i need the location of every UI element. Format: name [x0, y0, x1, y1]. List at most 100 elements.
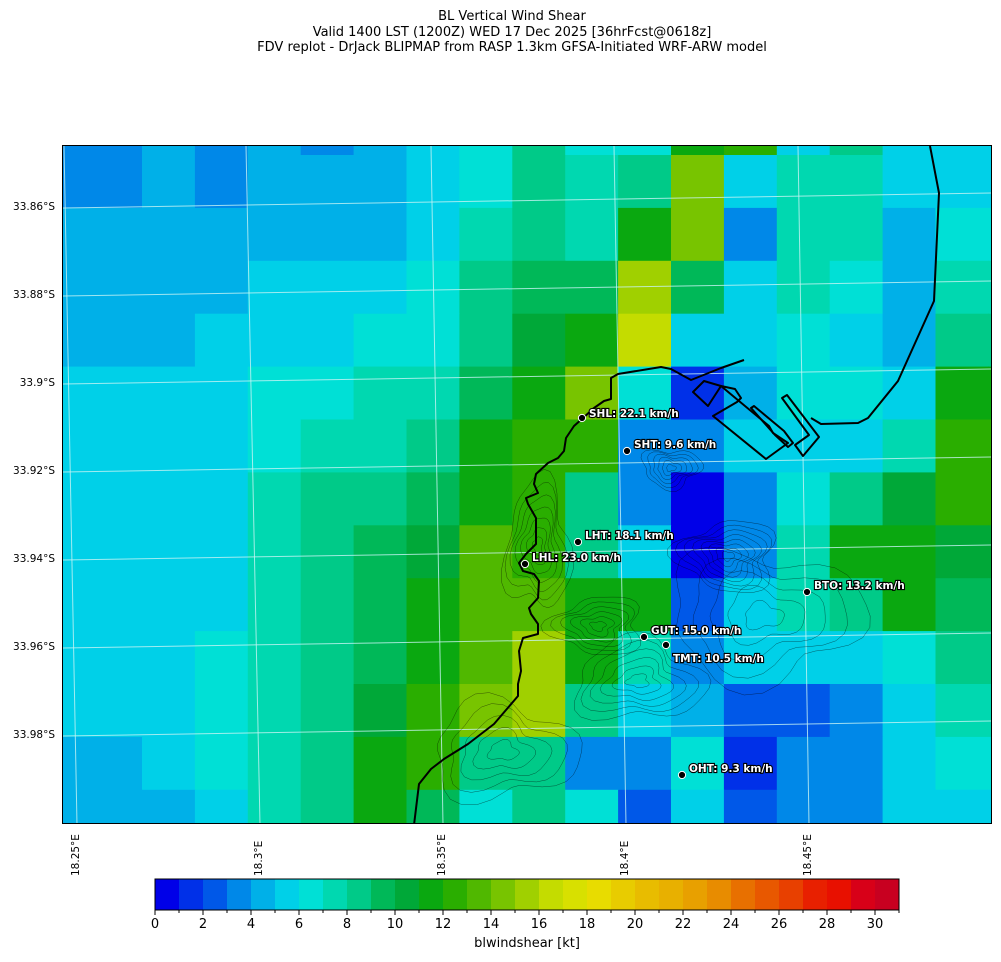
station-marker[interactable]: SHT: 9.6 km/h — [622, 438, 717, 456]
colorbar-tick-label: 6 — [294, 917, 304, 932]
field-cell — [194, 260, 249, 315]
terrain-contour — [715, 547, 742, 568]
colorbar-segment — [395, 879, 420, 910]
field-cell — [63, 525, 90, 579]
field-cell — [194, 207, 249, 262]
colorbar-segment — [251, 879, 276, 910]
station-marker[interactable]: LHT: 18.1 km/h — [573, 529, 675, 547]
station-label: LHT: 18.1 km/h — [585, 530, 674, 542]
station-marker[interactable]: OHT: 9.3 km/h — [677, 762, 774, 780]
terrain-contour — [675, 546, 871, 696]
lat-tick-label: 33.96°S — [13, 641, 55, 653]
west-coastline — [413, 359, 745, 823]
colorbar-tick-label: 18 — [578, 917, 596, 932]
colorbar-segment — [563, 879, 588, 910]
station-dot — [677, 770, 687, 780]
field-cell — [618, 419, 672, 473]
field-cell — [829, 684, 884, 738]
field-cell — [353, 146, 408, 156]
field-cell — [300, 146, 355, 156]
field-cell — [671, 155, 725, 209]
field-cell — [988, 789, 991, 823]
field-cell — [89, 260, 143, 315]
field-cell — [829, 525, 884, 579]
field-cell — [935, 207, 989, 262]
field-cell — [353, 419, 408, 473]
field-cell — [935, 684, 989, 738]
field-cell — [618, 525, 672, 579]
terrain-contour — [579, 616, 615, 638]
field-cell — [618, 207, 672, 262]
field-cell — [988, 366, 991, 421]
station-marker[interactable]: BTO: 13.2 km/h — [802, 579, 906, 597]
station-markers: SHL: 22.1 km/h SHT: 9.6 km/h LHT: 18.1 km/… — [520, 407, 906, 780]
field-cell — [194, 155, 249, 209]
field-cell — [723, 366, 778, 421]
field-cell — [406, 525, 460, 579]
lon-tick-label: 18.45°E — [802, 834, 814, 876]
field-cell — [194, 313, 249, 368]
field-cell — [776, 789, 831, 823]
field-cell — [194, 419, 249, 473]
field-cell — [935, 366, 989, 421]
lon-tick-label: 18.35°E — [436, 834, 448, 876]
terrain-contour — [526, 527, 548, 565]
colorbar-segment — [323, 879, 348, 910]
station-marker[interactable]: LHL: 23.0 km/h — [520, 551, 622, 569]
terrain-contour — [550, 601, 635, 651]
field-cell — [459, 366, 513, 421]
field-cell — [935, 146, 989, 156]
field-cell — [988, 260, 991, 315]
station-marker[interactable]: SHL: 22.1 km/h — [577, 407, 680, 423]
terrain-contour — [450, 703, 568, 793]
station-dot — [639, 632, 649, 642]
field-cell — [988, 472, 991, 526]
field-cell — [671, 313, 725, 368]
field-cell — [406, 684, 460, 738]
field-cell — [565, 578, 619, 632]
station-dot — [573, 537, 583, 547]
field-cell — [776, 207, 831, 262]
field-cell — [671, 472, 725, 526]
colorbar-tick-label: 28 — [818, 917, 836, 932]
colorbar-segment — [803, 879, 828, 910]
station-marker[interactable]: GUT: 15.0 km/h — [639, 624, 742, 642]
field-cell — [194, 789, 249, 823]
terrain-contour — [745, 599, 785, 631]
field-cell — [565, 155, 619, 209]
field-cell — [565, 313, 619, 368]
field-cell — [829, 578, 884, 632]
field-cell — [353, 207, 408, 262]
field-cell — [935, 578, 989, 632]
colorbar-tick-label: 16 — [530, 917, 548, 932]
field-cell — [194, 684, 249, 738]
field-cell — [512, 366, 566, 421]
station-marker[interactable]: TMT: 10.5 km/h — [661, 640, 765, 666]
field-cell — [89, 631, 143, 685]
field-cell — [618, 736, 672, 791]
field-cell — [723, 260, 778, 315]
field-cell — [89, 525, 143, 579]
meridian-line — [613, 146, 627, 823]
colorbar-label: blwindshear [kt] — [474, 936, 580, 951]
terrain-contour — [460, 715, 553, 781]
field-cell — [406, 155, 460, 209]
field-cell — [723, 313, 778, 368]
field-cell — [829, 260, 884, 315]
lat-tick-label: 33.88°S — [13, 289, 55, 301]
meridian-line — [245, 146, 261, 823]
station-dot — [520, 559, 530, 569]
field-cell — [723, 578, 778, 632]
field-cell — [89, 146, 143, 156]
colorbar-segment — [467, 879, 492, 910]
field-cell — [776, 578, 831, 632]
field-cell — [882, 207, 937, 262]
colorbar-segment — [227, 879, 252, 910]
terrain-contour — [599, 657, 674, 701]
colorbar-tick-label: 20 — [626, 917, 644, 932]
field-cell — [565, 207, 619, 262]
colorbar-tick-label: 12 — [434, 917, 452, 932]
parallel-line — [63, 456, 991, 473]
title-line-2: Valid 1400 LST (1200Z) WED 17 Dec 2025 [… — [312, 24, 712, 40]
field-cell — [459, 419, 513, 473]
